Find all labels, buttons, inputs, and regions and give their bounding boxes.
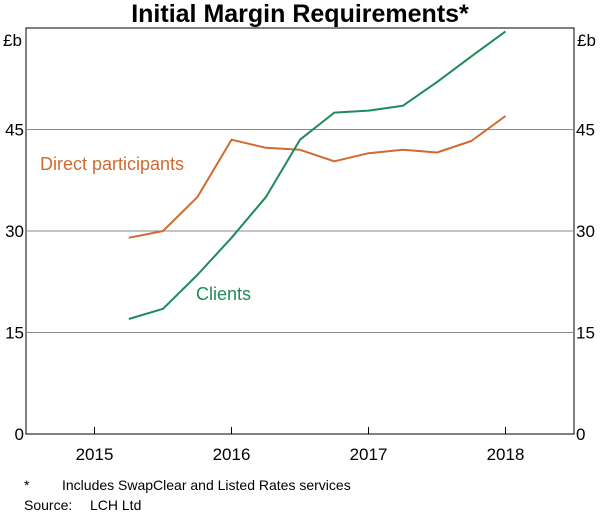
y-tick-right-0: 0 bbox=[576, 425, 585, 444]
chart-title: Initial Margin Requirements* bbox=[131, 0, 469, 28]
x-tick-label-2017: 2017 bbox=[350, 445, 388, 464]
series-label-clients: Clients bbox=[196, 284, 251, 304]
series-lines bbox=[128, 30, 507, 320]
y-tick-left-45: 45 bbox=[5, 121, 24, 140]
x-tick-labels: 2015 2016 2017 2018 bbox=[76, 445, 525, 464]
series-line-direct-participants bbox=[128, 115, 507, 239]
y-tick-right-15: 15 bbox=[576, 324, 595, 343]
x-tick-label-2015: 2015 bbox=[76, 445, 114, 464]
y-tick-right-45: 45 bbox=[576, 121, 595, 140]
unit-label-left: £b bbox=[3, 31, 22, 50]
y-tick-left-30: 30 bbox=[5, 222, 24, 241]
unit-label-right: £b bbox=[577, 31, 596, 50]
y-tick-left-15: 15 bbox=[5, 324, 24, 343]
series-line-clients bbox=[128, 30, 507, 320]
y-tick-right-30: 30 bbox=[576, 222, 595, 241]
x-tick-label-2016: 2016 bbox=[213, 445, 251, 464]
source-label: Source: bbox=[24, 497, 72, 513]
footnote-text: Includes SwapClear and Listed Rates serv… bbox=[62, 477, 351, 493]
x-tick-marks bbox=[94, 427, 506, 434]
x-tick-label-2018: 2018 bbox=[487, 445, 525, 464]
y-tick-left-0: 0 bbox=[15, 425, 24, 444]
footnote-marker: * bbox=[24, 477, 30, 493]
source-text: LCH Ltd bbox=[90, 497, 141, 513]
series-label-direct-participants: Direct participants bbox=[40, 154, 184, 174]
gridlines bbox=[26, 129, 574, 333]
y-tick-labels: 0 0 15 15 30 30 45 45 bbox=[5, 121, 595, 445]
